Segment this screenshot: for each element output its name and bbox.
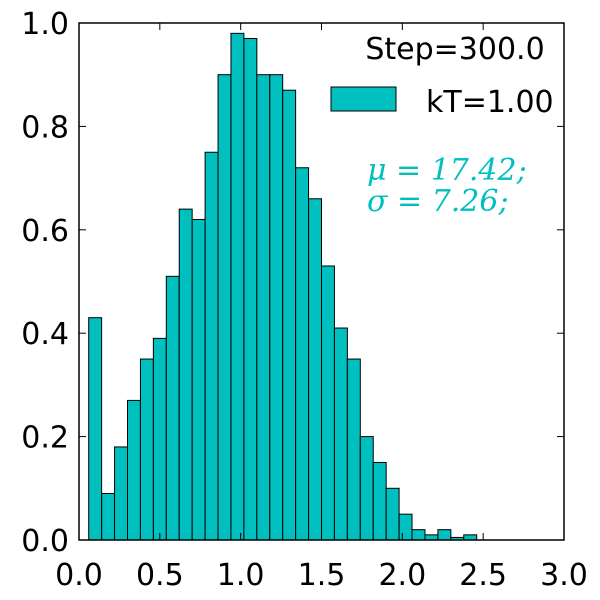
histogram-bar: [165, 275, 180, 541]
x-tick-label: 3.0: [540, 558, 588, 593]
histogram-bar: [230, 32, 245, 541]
legend-swatch: [330, 86, 397, 112]
x-tick-label: 0.5: [136, 558, 184, 593]
x-tick-label: 1.0: [217, 558, 265, 593]
histogram-bar: [191, 218, 206, 541]
y-tick-label: 1.0: [21, 7, 69, 42]
y-tick-label: 0.2: [21, 421, 69, 456]
histogram-bar: [424, 534, 439, 541]
y-tick-label: 0.8: [21, 110, 69, 145]
annotation-mu: μ = 17.42;: [367, 153, 527, 188]
tick-group: 0.0 0.5 1.0 1.5 2.0 2.5 3.0 0.0 0.2 0.4 0.6 0.8 1.0: [21, 7, 588, 593]
annotation-sigma: σ = 7.26;: [367, 184, 509, 219]
histogram-bar: [398, 513, 413, 541]
histogram-bar: [243, 38, 258, 541]
histogram-bar: [204, 151, 219, 541]
y-tick-label: 0.4: [21, 317, 69, 352]
histogram-bar: [152, 337, 167, 541]
bar-group: [88, 32, 478, 541]
x-tick-label: 0.0: [55, 558, 103, 593]
histogram-bar: [463, 534, 478, 541]
x-tick-label: 2.5: [459, 558, 507, 593]
histogram-bar: [385, 487, 400, 541]
legend-entry-label: kT=1.00: [426, 85, 554, 120]
histogram-bar: [139, 358, 154, 541]
histogram-bar: [178, 208, 193, 541]
histogram-bar: [359, 436, 374, 541]
histogram-bar: [101, 492, 116, 541]
histogram-bar: [269, 74, 284, 541]
y-tick-label: 0.6: [21, 214, 69, 249]
x-tick-label: 2.0: [378, 558, 426, 593]
histogram-bar: [333, 327, 348, 541]
histogram-bar: [411, 529, 426, 541]
histogram-bar: [308, 198, 323, 541]
histogram-bar: [437, 529, 452, 541]
legend-step-text: Step=300.0: [365, 32, 544, 67]
histogram-bar: [295, 167, 310, 541]
x-tick-label: 1.5: [298, 558, 346, 593]
histogram-bar: [88, 317, 103, 541]
histogram-bar: [127, 399, 141, 541]
y-tick-label: 0.0: [21, 524, 69, 559]
histogram-bar: [372, 461, 387, 541]
histogram-bar: [217, 74, 232, 541]
histogram-bar: [256, 74, 271, 541]
histogram-bar: [114, 446, 128, 541]
histogram-bar: [282, 89, 297, 541]
histogram-bar: [346, 358, 361, 541]
histogram-bar: [321, 265, 335, 541]
